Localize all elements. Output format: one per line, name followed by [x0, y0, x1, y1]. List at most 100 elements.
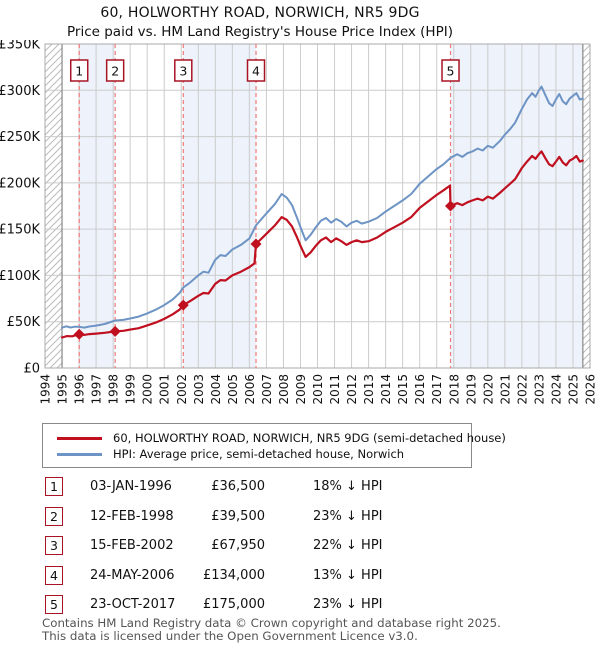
price-chart: 1 2 3 4 5 £0 £50K £100K £150K £200K £250K £300K £350… [0, 38, 600, 415]
x-axis-tick-label: 2017 [430, 374, 444, 405]
sale-price: £36,500 [211, 479, 265, 494]
x-axis-tick-label: 2023 [532, 374, 546, 405]
sale-number-badge: 1 [45, 477, 63, 496]
x-axis-tick-label: 2016 [413, 374, 427, 405]
x-axis-tick-label: 2014 [379, 374, 393, 405]
sale-marker-diamond [177, 299, 189, 311]
sale-number-flag [246, 59, 266, 82]
x-axis-tick-label: 1994 [39, 374, 53, 405]
table-row: 3 15-FEB-2002 £67,950 22% ↓ HPI [45, 535, 565, 565]
x-axis-tick-label: 2024 [549, 374, 563, 405]
table-row: 2 12-FEB-1998 £39,500 23% ↓ HPI [45, 506, 565, 536]
sale-marker-diamond [109, 325, 121, 337]
sale-price: £67,950 [211, 538, 265, 553]
sale-number-flag [105, 59, 125, 82]
y-axis-tick-label: £150K [0, 223, 40, 238]
x-axis-tick-label: 2013 [362, 374, 376, 405]
ownership-band [183, 44, 257, 368]
sale-hpi-delta: 23% ↓ HPI [313, 508, 383, 524]
x-axis-tick-label: 2006 [243, 374, 257, 405]
y-axis-tick-label: £50K [7, 315, 41, 330]
sale-marker-diamond [73, 328, 85, 340]
sales-table: 1 03-JAN-1996 £36,500 18% ↓ HPI 2 12-FEB… [45, 476, 565, 624]
y-axis-tick-label: £300K [0, 84, 40, 99]
sale-number-flag [174, 59, 193, 82]
y-axis-tick-label: £200K [0, 176, 40, 191]
footer-line-2: This data is licensed under the Open Gov… [42, 629, 418, 643]
sale-number-flag-label: 4 [252, 64, 260, 79]
sale-hpi-delta: 22% ↓ HPI [313, 538, 383, 553]
x-axis-tick-label: 1995 [56, 374, 70, 405]
sale-price: £134,000 [202, 567, 265, 583]
sale-marker-diamond [250, 238, 262, 250]
sale-date: 23-OCT-2017 [90, 597, 176, 612]
x-axis-tick-label: 2002 [175, 374, 189, 405]
x-axis-tick-label: 2021 [498, 374, 512, 405]
x-axis-tick-label: 1997 [90, 374, 104, 405]
sale-price: £175,000 [202, 597, 265, 612]
sale-hpi-delta: 13% ↓ HPI [313, 567, 383, 583]
y-axis-tick-label: £0 [23, 362, 40, 377]
x-axis-tick-label: 1998 [107, 374, 121, 405]
y-axis-tick-label: £100K [0, 269, 40, 284]
hpi-line-swatch [57, 452, 102, 456]
x-axis-tick-label: 2019 [464, 374, 478, 405]
sale-date: 15-FEB-2002 [90, 538, 174, 553]
sale-number-flag-label: 3 [179, 64, 187, 79]
x-axis-tick-label: 2005 [226, 374, 240, 405]
x-axis-tick-label: 2022 [515, 374, 529, 405]
x-axis-tick-label: 1996 [73, 374, 87, 405]
y-axis-tick-label: £350K [0, 40, 40, 53]
hpi-line [61, 85, 584, 329]
chart-legend: 60, HOLWORTHY ROAD, NORWICH, NR5 9DG (se… [42, 423, 506, 468]
x-axis-tick-label: 2025 [566, 374, 580, 405]
sale-marker-diamond [445, 200, 457, 212]
x-axis-tick-label: 2015 [396, 374, 410, 405]
page-title: 60, HOLWORTHY ROAD, NORWICH, NR5 9DG [100, 5, 420, 21]
x-axis-tick-label: 2000 [141, 374, 155, 405]
plot-border [44, 43, 591, 369]
sale-number-flag [69, 59, 89, 82]
sale-number-badge: 4 [45, 565, 63, 585]
sale-hpi-delta: 23% ↓ HPI [313, 597, 383, 612]
x-axis-tick-label: 2012 [345, 374, 359, 405]
legend-item-price-paid: 60, HOLWORTHY ROAD, NORWICH, NR5 9DG (se… [57, 430, 506, 446]
x-axis-tick-label: 2026 [584, 374, 598, 405]
x-axis-tick-label: 2007 [260, 374, 274, 405]
x-axis-tick-label: 2003 [192, 374, 206, 405]
sale-number-badge: 3 [45, 536, 63, 555]
x-axis-tick-label: 2008 [277, 374, 291, 405]
table-row: 1 03-JAN-1996 £36,500 18% ↓ HPI [45, 476, 565, 506]
table-row: 5 23-OCT-2017 £175,000 23% ↓ HPI [45, 594, 565, 624]
y-axis-tick-label: £250K [0, 130, 40, 145]
x-axis-tick-label: 2010 [311, 374, 325, 405]
sale-date: 12-FEB-1998 [90, 508, 174, 524]
x-axis-tick-label: 2009 [294, 374, 308, 405]
x-axis-tick-label: 2020 [481, 374, 495, 405]
no-data-hatch [582, 44, 590, 368]
ownership-band [79, 44, 116, 368]
license-footer: Contains HM Land Registry data © Crown c… [42, 617, 501, 643]
legend-label: HPI: Average price, semi-detached house,… [113, 447, 405, 461]
sale-number-badge: 2 [45, 506, 63, 526]
sale-price: £39,500 [211, 508, 265, 524]
sale-number-flag [441, 59, 460, 82]
x-axis-tick-label: 2001 [158, 374, 172, 405]
x-axis-tick-label: 2004 [209, 374, 223, 405]
legend-item-hpi: HPI: Average price, semi-detached house,… [57, 446, 465, 462]
legend-label: 60, HOLWORTHY ROAD, NORWICH, NR5 9DG (se… [113, 431, 506, 445]
sale-number-flag-label: 2 [111, 64, 119, 79]
price-paid-line [60, 150, 584, 339]
footer-line-1: Contains HM Land Registry data © Crown c… [42, 616, 501, 630]
sale-date: 03-JAN-1996 [90, 479, 172, 494]
sale-number-badge: 5 [45, 595, 63, 614]
price-paid-line-swatch [57, 436, 102, 440]
sale-number-flag-label: 1 [75, 64, 83, 79]
sale-date: 24-MAY-2006 [90, 567, 175, 583]
price-chart-svg: 1 2 3 4 5 £0 £50K £100K £150K £200K £250K £300K £350… [0, 38, 598, 405]
sale-number-flag-label: 5 [447, 64, 455, 79]
table-row: 4 24-MAY-2006 £134,000 13% ↓ HPI [45, 565, 565, 595]
no-data-hatch [45, 44, 63, 368]
page-subtitle: Price paid vs. HM Land Registry's House … [67, 24, 453, 40]
